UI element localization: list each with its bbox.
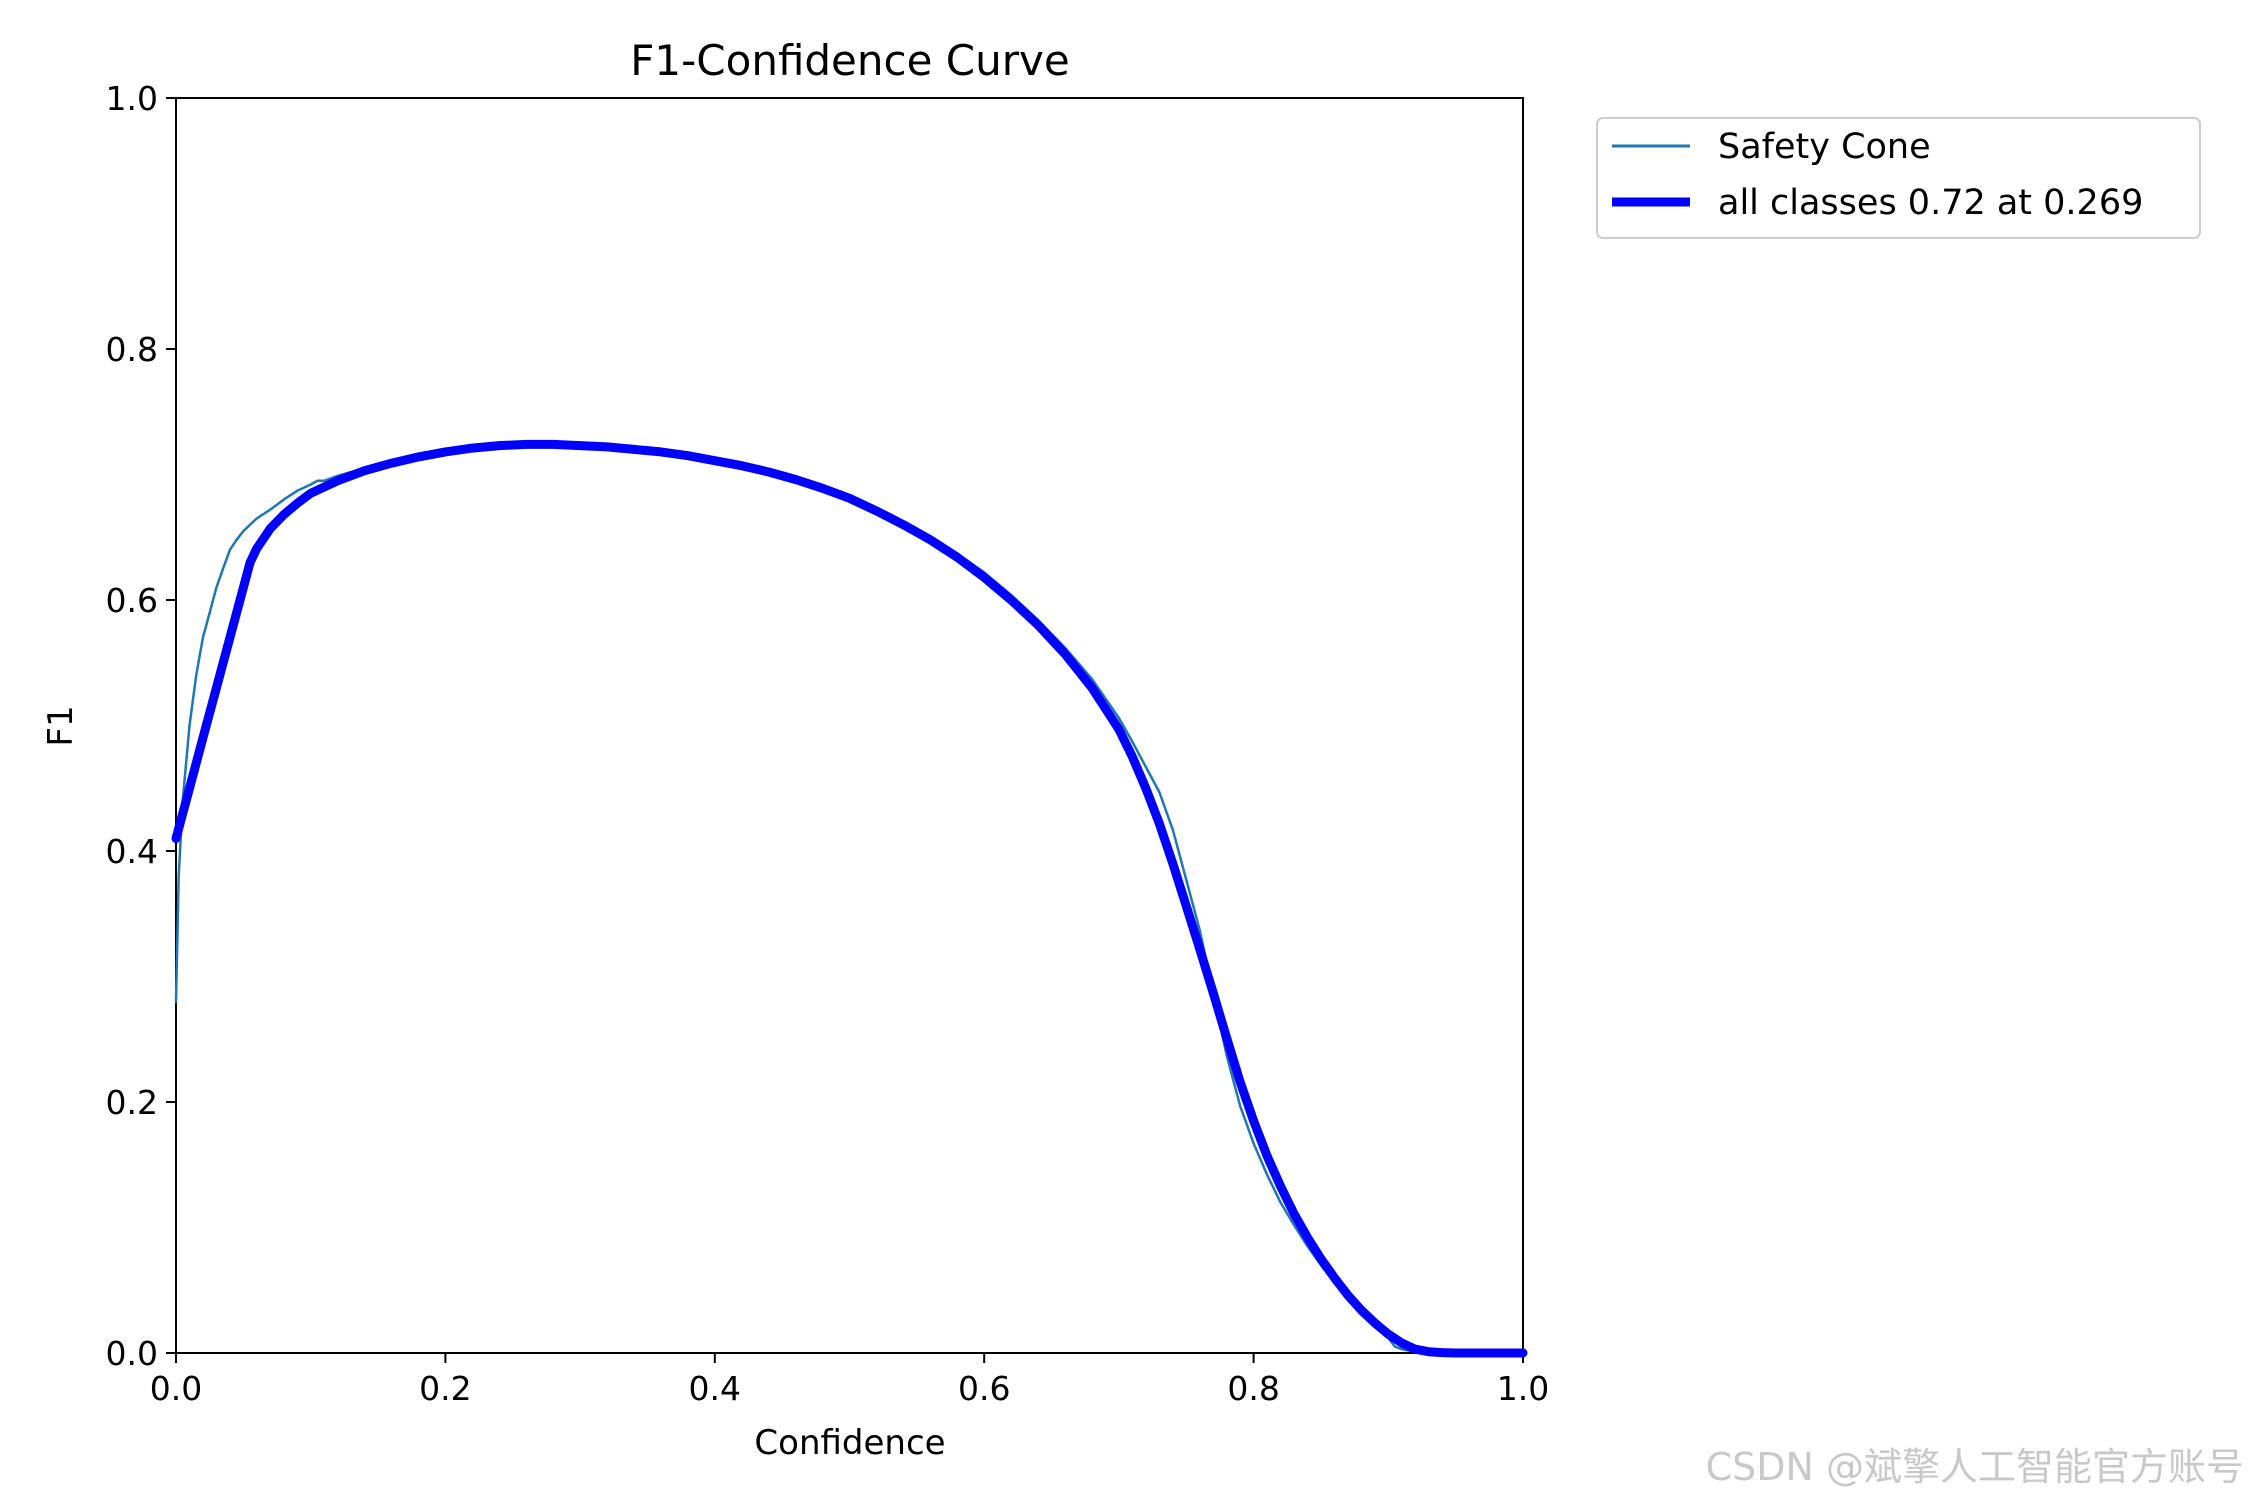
y-tick-label: 0.4 xyxy=(106,832,158,871)
watermark: CSDN @斌擎人工智能官方账号 xyxy=(1706,1445,2244,1489)
x-axis-label: Confidence xyxy=(754,1423,945,1463)
y-tick-label: 0.2 xyxy=(106,1083,158,1122)
plot-area xyxy=(175,97,1524,1354)
x-tick-label: 0.8 xyxy=(1227,1369,1279,1408)
y-tick-label: 0.8 xyxy=(106,330,158,369)
legend-box xyxy=(1596,117,2201,239)
legend-label-safety-cone: Safety Cone xyxy=(1718,127,1931,167)
x-tick-label: 0.0 xyxy=(150,1369,202,1408)
series-group xyxy=(171,439,1528,1358)
chart-title: F1-Confidence Curve xyxy=(630,36,1069,85)
y-tick-label: 0.6 xyxy=(106,581,158,620)
y-axis-ticks: 0.0 0.2 0.4 0.6 0.8 1.0 xyxy=(106,79,176,1373)
x-tick-label: 1.0 xyxy=(1497,1369,1549,1408)
x-tick-label: 0.2 xyxy=(419,1369,471,1408)
series-line-all-classes xyxy=(171,439,1528,1358)
plot-frame xyxy=(175,97,1524,1354)
y-tick-label: 1.0 xyxy=(106,79,158,118)
legend-label-all-classes: all classes 0.72 at 0.269 xyxy=(1718,183,2143,223)
x-axis-ticks: 0.0 0.2 0.4 0.6 0.8 1.0 xyxy=(150,1353,1549,1408)
y-tick-label: 0.0 xyxy=(106,1334,158,1373)
x-tick-label: 0.4 xyxy=(689,1369,741,1408)
x-tick-label: 0.6 xyxy=(958,1369,1010,1408)
y-axis-label: F1 xyxy=(41,705,81,746)
legend: Safety Cone all classes 0.72 at 0.269 xyxy=(1596,117,2201,239)
